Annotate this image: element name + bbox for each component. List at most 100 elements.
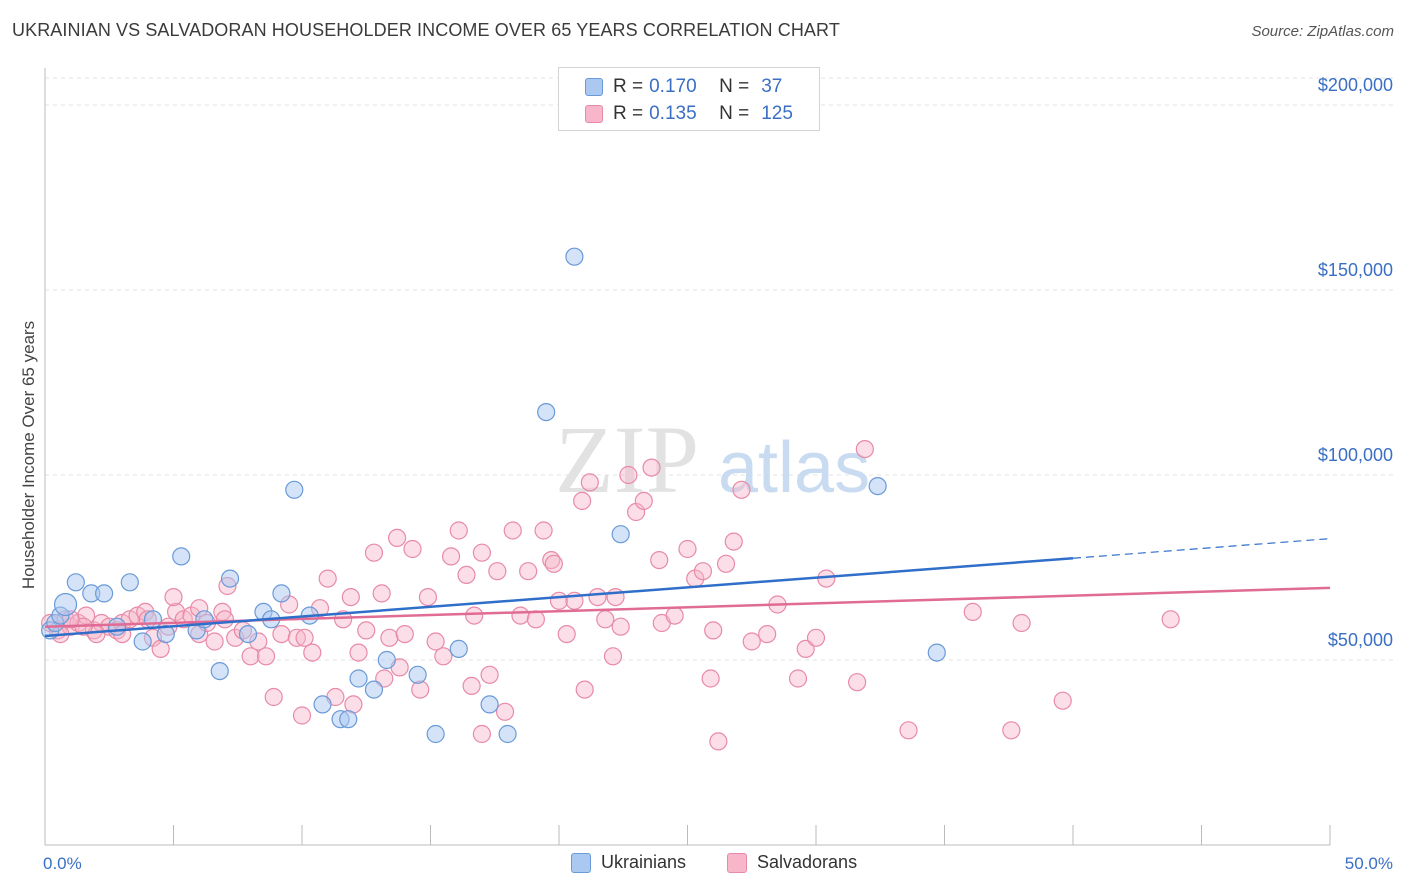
salvadoran-point	[166, 602, 186, 622]
salvadoran-point	[634, 491, 653, 510]
salvadoran-point	[462, 676, 481, 696]
y-axis-label: Householder Income Over 65 years	[19, 321, 38, 589]
watermark: ZIP atlas	[555, 406, 870, 513]
y-tick-labels: $50,000 $100,000 $150,000 $200,000	[1318, 75, 1393, 650]
legend-row-salvadorans: R = 0.135 N = 125	[585, 102, 793, 126]
salvadoran-point	[449, 521, 468, 540]
ukrainian-point	[377, 650, 396, 670]
salvadoran-point	[303, 643, 322, 662]
salvadoran-point	[549, 591, 569, 610]
ukrainian-point	[537, 403, 556, 422]
salvadoran-point	[963, 602, 982, 622]
salvadoran-point	[375, 669, 394, 688]
ukrainian-point	[408, 665, 427, 684]
salvadoran-point	[557, 624, 576, 644]
ukrainian-point	[480, 695, 499, 714]
salvadoran-point	[575, 680, 594, 699]
salvadoran-point	[619, 465, 638, 485]
salvadoran-point	[295, 628, 314, 647]
ukrainian-point	[133, 632, 152, 651]
salvadoran-point	[732, 480, 751, 499]
legend-n-value: 125	[761, 103, 793, 124]
legend-row-ukrainians: R = 0.170 N = 37	[585, 75, 782, 99]
legend-n-label: N =	[719, 76, 750, 97]
salvadoran-point	[341, 587, 360, 607]
ukrainian-trendline	[44, 557, 1074, 638]
salvadoran-point	[678, 539, 697, 559]
ukrainian-point	[927, 643, 946, 662]
ukrainian-point	[95, 584, 114, 603]
ukrainian-point	[313, 695, 332, 714]
salvadoran-point	[77, 606, 96, 625]
legend-r-value: 0.170	[649, 76, 697, 97]
salvadoran-point	[457, 565, 476, 585]
salvadoran-point	[434, 647, 453, 666]
salvadoran-point	[334, 610, 353, 629]
salvadoran-point	[899, 721, 918, 740]
salvadoran-point	[1002, 721, 1021, 740]
legend-n-label: N =	[719, 103, 750, 124]
x-tick-labels: 0.0% 50.0%	[43, 854, 1393, 873]
axes	[44, 68, 1331, 846]
salvadoran-point	[395, 624, 414, 644]
stats-legend: R = 0.170 N = 37 R = 0.135 N = 125	[558, 67, 820, 131]
x-tick-label: 0.0%	[43, 854, 82, 873]
legend-item-salvadorans[interactable]: Salvadorans	[727, 852, 857, 873]
salvadoran-point	[758, 624, 777, 644]
salvadoran-point	[519, 562, 538, 581]
salvadoran-point	[544, 554, 563, 573]
salvadoran-point	[665, 606, 684, 625]
salvadoran-point	[603, 647, 623, 666]
salvadoran-point	[855, 440, 874, 459]
ukrainian-trendline-extension	[1072, 538, 1331, 559]
ukrainian-point	[426, 724, 445, 744]
salvadoran-point	[580, 473, 599, 492]
salvadoran-point	[503, 521, 522, 540]
salvadoran-point	[1053, 691, 1072, 710]
salvadoran-point	[472, 543, 491, 562]
watermark-zip: ZIP	[555, 406, 699, 513]
salvadoran-point	[596, 610, 615, 629]
chart-title: UKRAINIAN VS SALVADORAN HOUSEHOLDER INCO…	[12, 20, 840, 40]
legend-item-ukrainians[interactable]: Ukrainians	[571, 852, 686, 873]
y-tick-label: $150,000	[1318, 260, 1393, 280]
salvadoran-point	[704, 621, 723, 640]
source-label: Source: ZipAtlas.com	[1251, 23, 1394, 40]
ukrainian-point	[53, 592, 78, 617]
salvadoran-point	[724, 532, 743, 551]
salvadoran-point	[318, 569, 337, 588]
salvadoran-point	[256, 647, 276, 666]
salvadoran-point	[701, 669, 720, 688]
salvadoran-point	[796, 639, 815, 659]
salvadoran-point	[511, 606, 530, 625]
ukrainian-point	[498, 724, 517, 744]
legend-r-value: 0.135	[649, 103, 697, 124]
salvadoran-point	[526, 610, 545, 629]
salvadoran-point	[1161, 610, 1180, 629]
ukrainian-point	[449, 639, 468, 659]
salvadoran-point	[480, 665, 499, 684]
salvadoran-point	[264, 687, 283, 707]
ukrainian-point	[107, 617, 127, 636]
ukrainian-point	[220, 569, 240, 588]
ukrainian-legend-label: Ukrainians	[601, 852, 687, 872]
salvadoran-point	[441, 547, 461, 566]
salvadoran-point	[387, 528, 407, 548]
salvadoran-point	[205, 632, 224, 651]
salvadoran-point	[611, 617, 630, 636]
salvadoran-point	[241, 647, 260, 666]
ukrainian-point	[66, 573, 85, 592]
salvadoran-point	[495, 702, 515, 721]
salvadoran-point	[588, 587, 607, 607]
ukrainian-point	[210, 661, 229, 681]
salvadoran-swatch	[585, 105, 603, 123]
ukrainian-point	[364, 680, 384, 699]
salvadoran-point	[372, 584, 391, 603]
salvadoran-point	[788, 669, 808, 688]
salvadoran-point	[272, 624, 291, 644]
ukrainian-point	[172, 547, 191, 566]
salvadoran-point	[418, 587, 438, 607]
salvadoran-legend-swatch	[727, 852, 747, 873]
salvadoran-point	[742, 632, 761, 651]
ukrainian-point	[565, 247, 584, 266]
